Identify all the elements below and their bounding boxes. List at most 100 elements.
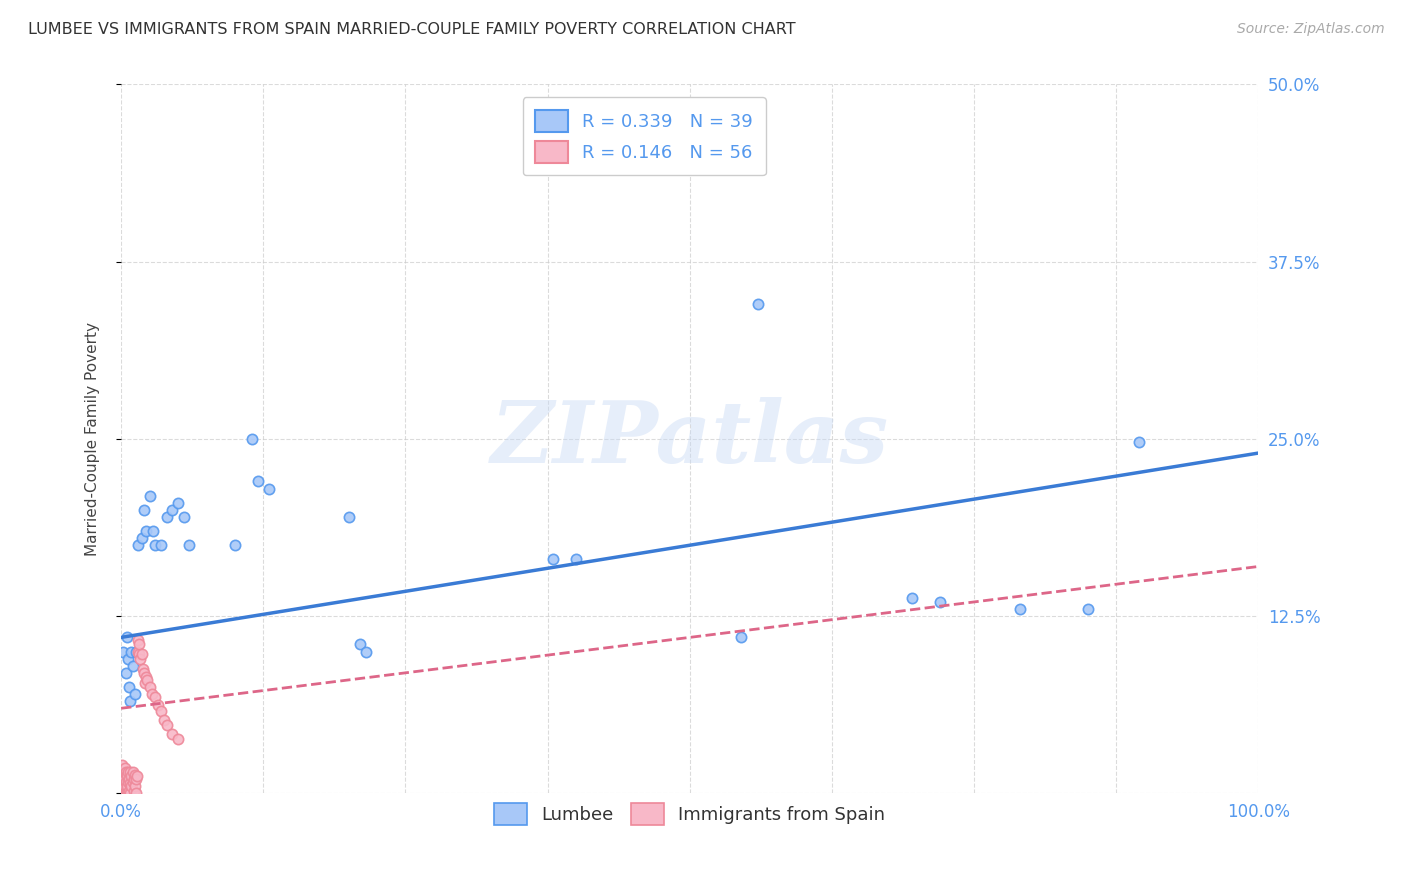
- Point: [929, 595, 952, 609]
- Point: [224, 538, 246, 552]
- Point: [149, 538, 172, 552]
- Point: [142, 524, 165, 538]
- Point: [162, 503, 184, 517]
- Point: [112, 786, 135, 800]
- Point: [112, 779, 135, 793]
- Point: [114, 786, 136, 800]
- Point: [115, 631, 138, 645]
- Point: [136, 673, 159, 687]
- Point: [138, 680, 160, 694]
- Point: [129, 651, 152, 665]
- Point: [127, 644, 149, 658]
- Point: [120, 779, 142, 793]
- Text: ZIPatlas: ZIPatlas: [491, 397, 889, 481]
- Point: [114, 765, 136, 780]
- Point: [143, 690, 166, 704]
- Point: [120, 786, 142, 800]
- Point: [124, 687, 146, 701]
- Point: [565, 552, 588, 566]
- Point: [132, 503, 155, 517]
- Point: [173, 509, 195, 524]
- Point: [111, 758, 134, 772]
- Point: [118, 783, 141, 797]
- Point: [115, 768, 138, 782]
- Point: [149, 704, 172, 718]
- Point: [153, 713, 176, 727]
- Point: [114, 665, 136, 680]
- Point: [138, 489, 160, 503]
- Point: [240, 432, 263, 446]
- Text: LUMBEE VS IMMIGRANTS FROM SPAIN MARRIED-COUPLE FAMILY POVERTY CORRELATION CHART: LUMBEE VS IMMIGRANTS FROM SPAIN MARRIED-…: [28, 22, 796, 37]
- Point: [120, 776, 142, 790]
- Point: [124, 768, 146, 782]
- Point: [125, 769, 148, 783]
- Point: [115, 786, 138, 800]
- Point: [125, 644, 148, 658]
- Point: [354, 644, 377, 658]
- Point: [117, 765, 139, 780]
- Point: [114, 786, 136, 800]
- Point: [162, 727, 184, 741]
- Point: [543, 552, 565, 566]
- Point: [146, 698, 169, 713]
- Point: [167, 496, 190, 510]
- Point: [141, 687, 163, 701]
- Point: [135, 670, 157, 684]
- Point: [1008, 602, 1031, 616]
- Point: [117, 786, 139, 800]
- Point: [134, 675, 156, 690]
- Point: [337, 509, 360, 524]
- Point: [167, 732, 190, 747]
- Point: [730, 631, 752, 645]
- Point: [121, 765, 143, 780]
- Point: [114, 761, 136, 775]
- Point: [114, 772, 136, 787]
- Point: [120, 694, 142, 708]
- Point: [120, 769, 142, 783]
- Point: [111, 786, 134, 800]
- Point: [127, 633, 149, 648]
- Point: [122, 783, 145, 797]
- Point: [118, 680, 141, 694]
- Point: [122, 772, 145, 787]
- Point: [112, 765, 135, 780]
- Point: [125, 772, 148, 787]
- Point: [1077, 602, 1099, 616]
- Y-axis label: Married-Couple Family Poverty: Married-Couple Family Poverty: [86, 322, 100, 556]
- Point: [900, 591, 922, 605]
- Point: [127, 538, 149, 552]
- Point: [131, 531, 153, 545]
- Point: [128, 638, 150, 652]
- Point: [112, 772, 135, 787]
- Point: [143, 538, 166, 552]
- Point: [747, 297, 769, 311]
- Point: [132, 662, 155, 676]
- Point: [115, 779, 138, 793]
- Point: [349, 638, 371, 652]
- Point: [118, 772, 141, 787]
- Text: Source: ZipAtlas.com: Source: ZipAtlas.com: [1237, 22, 1385, 37]
- Point: [117, 775, 139, 789]
- Point: [125, 786, 148, 800]
- Point: [112, 644, 135, 658]
- Point: [111, 772, 134, 787]
- Point: [257, 482, 280, 496]
- Point: [131, 648, 153, 662]
- Point: [156, 509, 179, 524]
- Point: [121, 658, 143, 673]
- Point: [117, 651, 139, 665]
- Point: [135, 524, 157, 538]
- Legend: Lumbee, Immigrants from Spain: Lumbee, Immigrants from Spain: [485, 794, 894, 834]
- Point: [179, 538, 201, 552]
- Point: [121, 775, 143, 789]
- Point: [156, 718, 179, 732]
- Point: [246, 475, 269, 489]
- Point: [124, 779, 146, 793]
- Point: [114, 775, 136, 789]
- Point: [132, 665, 155, 680]
- Point: [120, 765, 142, 780]
- Point: [120, 644, 142, 658]
- Point: [114, 779, 136, 793]
- Point: [128, 648, 150, 662]
- Point: [1128, 434, 1150, 449]
